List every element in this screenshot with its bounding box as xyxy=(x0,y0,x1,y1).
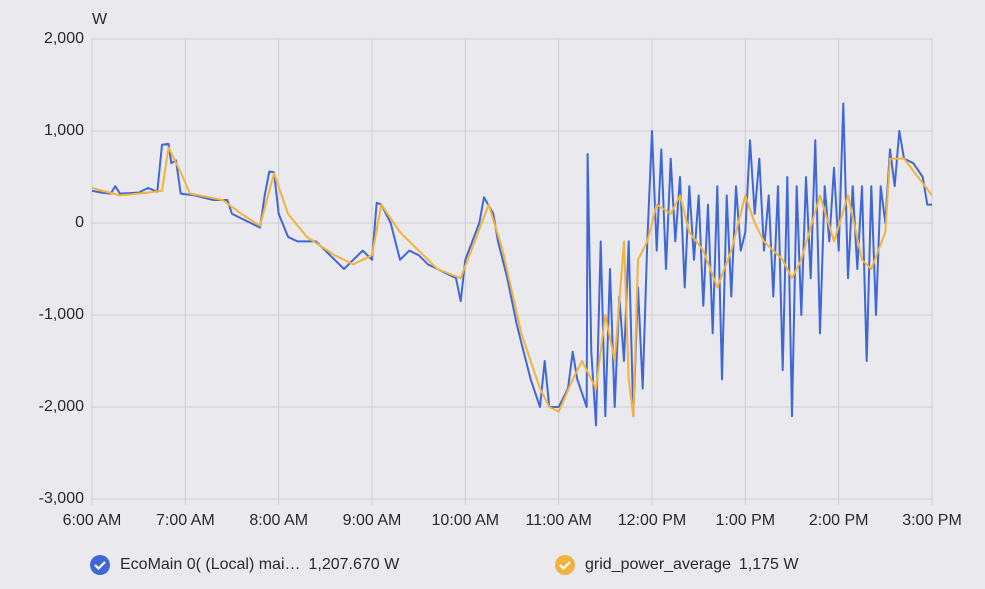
legend-value: 1,207.670 W xyxy=(309,556,401,573)
x-tick-label: 2:00 PM xyxy=(809,512,869,529)
legend-checkbox xyxy=(90,555,110,575)
legend-check xyxy=(94,561,106,571)
x-tick-label: 6:00 AM xyxy=(63,512,122,529)
x-tick-label: 11:00 AM xyxy=(525,512,591,529)
y-tick-label: 2,000 xyxy=(44,30,84,47)
x-tick-label: 8:00 AM xyxy=(249,512,308,529)
y-tick-label: -1,000 xyxy=(39,306,84,323)
legend-value: 1,175 W xyxy=(739,556,799,573)
x-tick-label: 10:00 AM xyxy=(432,512,500,529)
y-tick-label: -3,000 xyxy=(39,490,84,507)
legend-checkbox xyxy=(555,555,575,575)
legend-label: grid_power_average xyxy=(585,556,731,573)
legend-label: EcoMain 0( (Local) mai… xyxy=(120,556,301,573)
x-tick-label: 12:00 PM xyxy=(618,512,686,529)
y-tick-label: 0 xyxy=(75,214,84,231)
series-line xyxy=(91,146,933,418)
x-tick-label: 1:00 PM xyxy=(716,512,776,529)
y-tick-label: -2,000 xyxy=(39,398,84,415)
y-tick-label: 1,000 xyxy=(44,122,84,139)
x-tick-label: 3:00 PM xyxy=(902,512,962,529)
x-tick-label: 7:00 AM xyxy=(156,512,215,529)
legend-check xyxy=(559,561,571,571)
x-tick-label: 9:00 AM xyxy=(343,512,402,529)
y-unit: W xyxy=(92,11,108,28)
